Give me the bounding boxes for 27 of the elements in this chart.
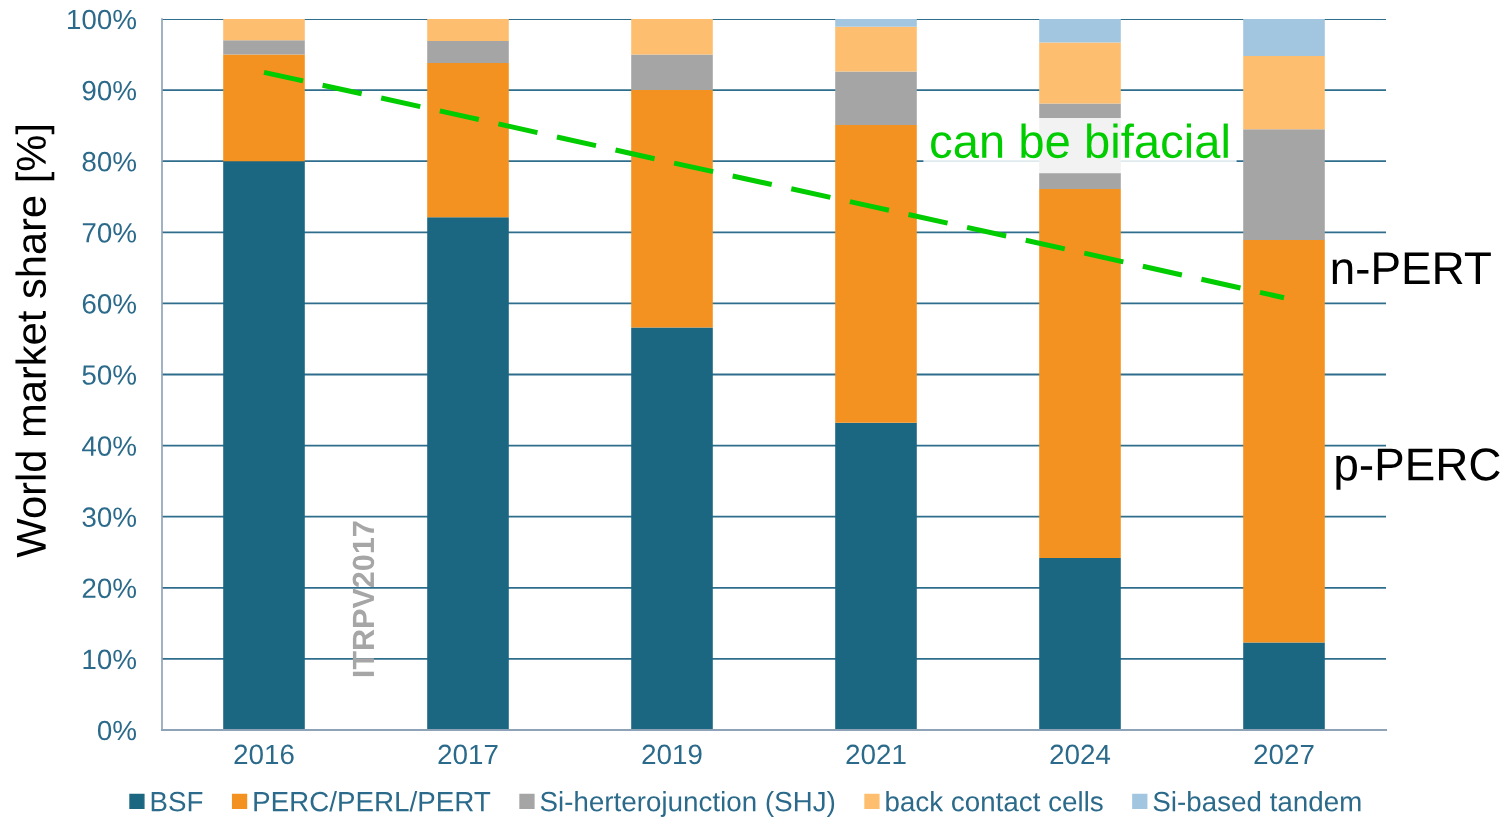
- y-tick-label: 70%: [82, 222, 137, 243]
- legend-label: PERC/PERL/PERT: [254, 791, 491, 812]
- legend-label: back contact cells: [886, 791, 1103, 812]
- x-tick-label: 2019: [642, 744, 702, 765]
- y-tick-label: 20%: [82, 578, 137, 599]
- y-tick-label: 90%: [82, 80, 137, 101]
- x-tick-label: 2016: [234, 744, 294, 765]
- y-tick-label: 40%: [82, 436, 137, 456]
- y-tick-label: 60%: [82, 294, 137, 314]
- x-tick-label: 2017: [438, 744, 498, 765]
- y-tick-label: 10%: [83, 649, 137, 670]
- x-tick-label: 2024: [1050, 744, 1111, 765]
- legend-label: BSF: [151, 791, 203, 812]
- y-tick-label: 50%: [82, 365, 137, 385]
- y-axis-title: World market share [%]: [15, 126, 55, 558]
- annotation: p-PERC: [1336, 448, 1500, 490]
- y-tick-label: 80%: [82, 151, 137, 172]
- annotation: ITRPV2017: [352, 521, 375, 677]
- annotation: can be bifacial: [931, 123, 1228, 159]
- annotation: n-PERT: [1332, 252, 1491, 284]
- y-tick-label: 30%: [82, 507, 137, 528]
- y-tick-label: 100%: [68, 9, 137, 30]
- legend-label: Si-based tandem: [1153, 791, 1361, 812]
- y-tick-label: 0%: [97, 720, 137, 741]
- legend-label: Si-herterojunction (SHJ): [540, 791, 835, 817]
- x-tick-label: 2027: [1254, 744, 1314, 765]
- x-tick-label: 2021: [846, 744, 906, 765]
